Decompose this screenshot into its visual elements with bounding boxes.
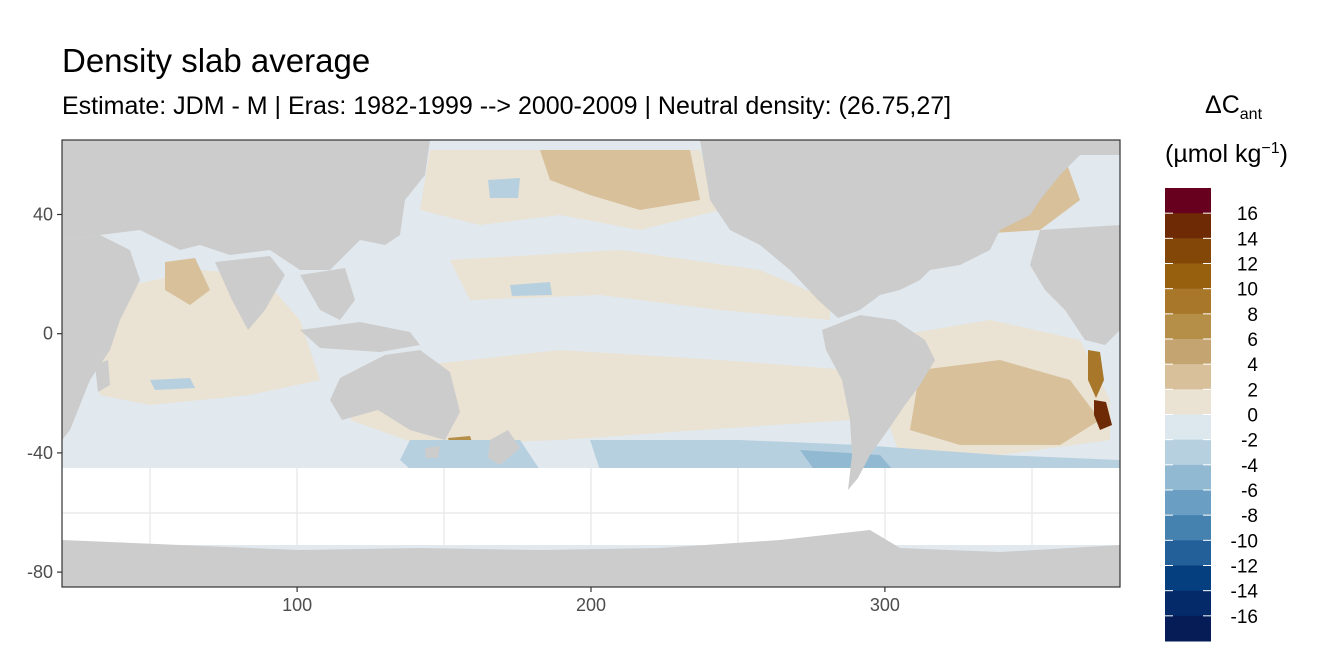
- legend-label: 10: [1237, 280, 1258, 301]
- legend-swatch: [1165, 490, 1211, 516]
- legend-swatch: [1165, 339, 1211, 365]
- legend-colorbar: [1165, 188, 1211, 642]
- legend-swatch: [1165, 188, 1211, 214]
- land-north-america: [700, 140, 1120, 318]
- land-eurasia-north: [62, 140, 430, 270]
- positive-anomaly-tropical-pacific: [450, 250, 830, 320]
- legend-swatch: [1165, 464, 1211, 491]
- legend-label: 6: [1247, 330, 1258, 351]
- legend-label: 2: [1247, 380, 1258, 401]
- x-axis: 100 200 300: [282, 587, 900, 615]
- legend-swatch: [1165, 213, 1211, 239]
- legend-labels: 16 14 12 10 8 6 4 2 0 -2 -4 -6 -8 -10 -12 -14 -16: [1231, 204, 1259, 628]
- legend-label: 8: [1247, 305, 1258, 326]
- legend-swatch: [1165, 313, 1211, 340]
- positive-anomaly-south-pacific: [350, 350, 850, 445]
- legend-label: -4: [1241, 456, 1258, 477]
- legend-swatch: [1165, 238, 1211, 264]
- legend-swatch: [1165, 389, 1211, 415]
- legend-label: -12: [1231, 557, 1258, 578]
- legend-swatch: [1165, 540, 1211, 566]
- land-madagascar: [95, 360, 110, 392]
- y-axis: 40 0 -40 -80: [27, 205, 62, 582]
- legend-label: 0: [1247, 406, 1258, 427]
- legend-title-main: ΔCant: [1205, 91, 1263, 123]
- y-tick-label: 0: [43, 324, 53, 344]
- land-south-america: [822, 315, 935, 490]
- positive-anomaly-arabian-sea: [165, 258, 210, 305]
- legend-label: 16: [1237, 204, 1258, 225]
- positive-anomaly-benguela: [1088, 350, 1104, 398]
- map-panel: [62, 140, 1120, 587]
- legend-title-units: (µmol kg−1): [1165, 140, 1288, 168]
- legend-swatch: [1165, 439, 1211, 466]
- legend-label: 4: [1247, 355, 1258, 376]
- legend: ΔCant (µmol kg−1) 16 14 12 10 8 6 4 2 0 -2 -4 -6 -8 -…: [1165, 91, 1288, 642]
- legend-label: -2: [1241, 431, 1258, 452]
- x-tick-label: 200: [576, 595, 606, 615]
- positive-anomaly-south-atlantic-core: [910, 360, 1100, 445]
- legend-label: 14: [1237, 229, 1259, 250]
- legend-swatch: [1165, 364, 1211, 390]
- positive-anomaly-north-pacific-core: [540, 150, 700, 210]
- legend-label: -14: [1231, 582, 1259, 603]
- land-antarctica: [62, 530, 1120, 587]
- land-tasmania: [425, 446, 440, 458]
- legend-swatch: [1165, 590, 1211, 617]
- legend-label: -16: [1231, 607, 1258, 628]
- land-australia: [330, 350, 460, 440]
- chart-subtitle: Estimate: JDM - M | Eras: 1982-1999 --> …: [62, 92, 952, 120]
- legend-swatch: [1165, 288, 1211, 315]
- legend-swatch: [1165, 263, 1211, 290]
- land-africa-west: [1030, 225, 1120, 345]
- legend-swatch: [1165, 565, 1211, 592]
- legend-title-superscript: −1: [1261, 140, 1279, 157]
- negative-anomaly-tropical-pacific: [510, 282, 552, 296]
- land-new-zealand: [488, 430, 520, 465]
- legend-label: 12: [1237, 255, 1258, 276]
- y-tick-label: -80: [27, 562, 53, 582]
- chart-title: Density slab average: [62, 42, 371, 79]
- land-africa-east: [62, 235, 140, 440]
- land-masses: [62, 140, 1120, 587]
- land-maritime-se-asia: [300, 322, 420, 352]
- negative-anomaly-north-pacific-west: [488, 178, 520, 198]
- x-tick-label: 300: [870, 595, 900, 615]
- y-tick-label: -40: [27, 443, 53, 463]
- x-tick-label: 100: [282, 595, 312, 615]
- positive-anomaly-benguela-core: [1094, 400, 1112, 430]
- y-tick-label: 40: [33, 205, 53, 225]
- negative-anomaly-indian-stripe: [150, 378, 195, 390]
- land-india: [215, 256, 285, 330]
- land-indochina: [300, 268, 355, 320]
- land-greenland-patch: [880, 140, 1050, 152]
- legend-swatch: [1165, 414, 1211, 441]
- legend-title-subscript: ant: [1240, 106, 1263, 123]
- legend-swatch: [1165, 515, 1211, 541]
- legend-swatch: [1165, 615, 1211, 642]
- legend-label: -8: [1241, 506, 1258, 527]
- panel-gridlines: [62, 468, 1120, 545]
- legend-label: -10: [1231, 531, 1258, 552]
- legend-label: -6: [1241, 481, 1258, 502]
